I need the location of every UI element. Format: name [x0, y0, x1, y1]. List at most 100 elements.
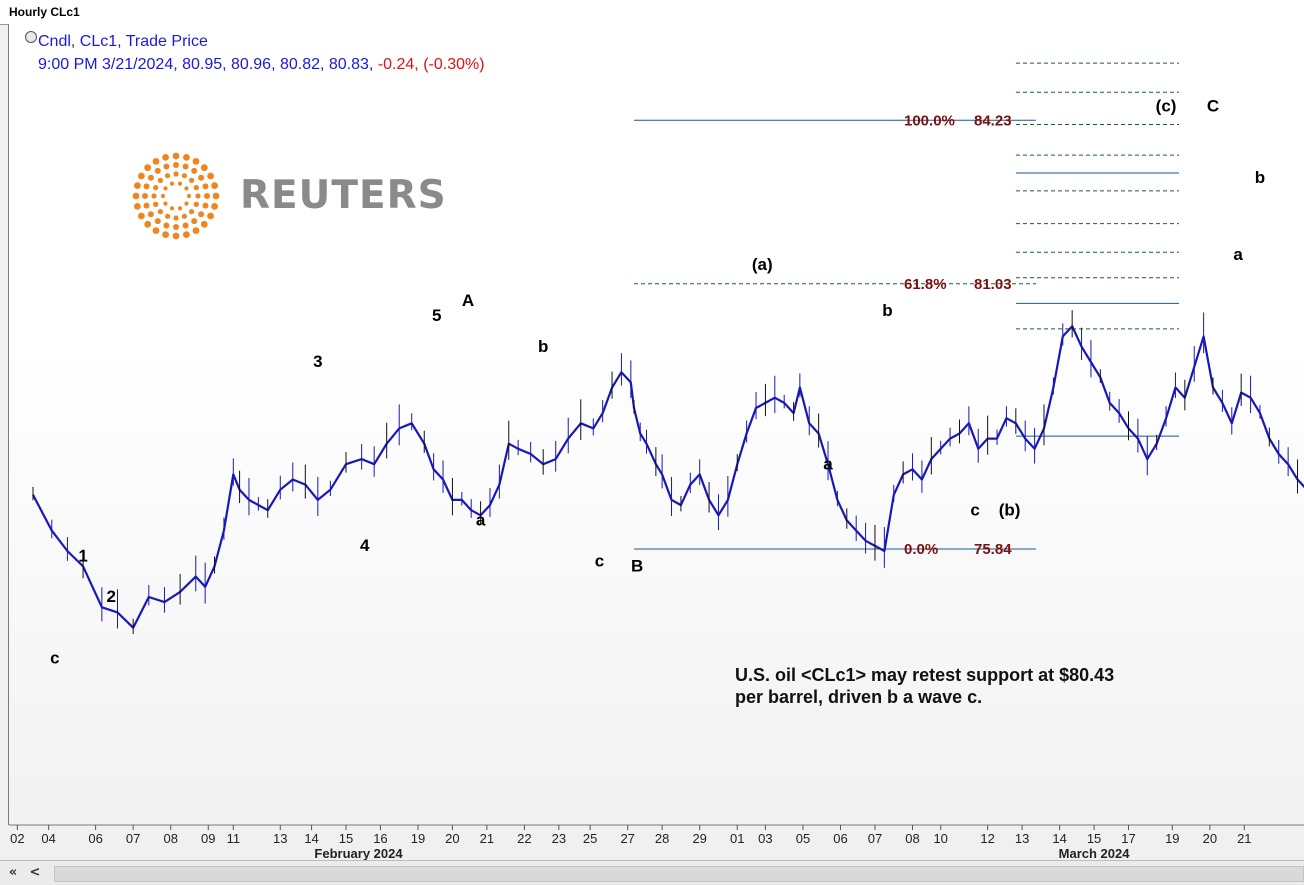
- x-tick-label: 03: [758, 831, 772, 846]
- logo-dot: [143, 202, 150, 209]
- x-axis-band: [9, 825, 1304, 861]
- logo-dot: [198, 211, 205, 218]
- wave-label: 5: [432, 306, 441, 325]
- logo-dot: [211, 182, 218, 189]
- logo-dot: [134, 203, 141, 210]
- logo-dot: [143, 183, 150, 190]
- logo-dot: [157, 209, 163, 215]
- x-tick-label: 11: [227, 831, 241, 846]
- x-tick-label: 20: [445, 831, 459, 846]
- logo-dot: [163, 222, 170, 229]
- fib-level-value: 84.23: [974, 112, 1012, 129]
- scroll-first-button[interactable]: «: [8, 865, 18, 880]
- reuters-logo-icon: [132, 152, 220, 240]
- x-tick-label: 23: [552, 831, 566, 846]
- chart-annotation: U.S. oil <CLc1> may retest support at $8…: [735, 665, 1115, 707]
- x-tick-label: 07: [868, 831, 882, 846]
- logo-dot: [144, 164, 152, 172]
- fib-level-label: 61.8%: [904, 276, 947, 293]
- x-tick-label: 05: [796, 831, 810, 846]
- wave-label: b: [882, 301, 892, 320]
- logo-dot: [181, 173, 187, 179]
- logo-dot: [154, 167, 161, 174]
- logo-dot: [207, 212, 214, 220]
- logo-dot: [202, 183, 209, 190]
- logo-dot: [182, 222, 189, 229]
- logo-dot: [138, 212, 145, 220]
- x-tick-label: 09: [201, 831, 215, 846]
- wave-label: c: [970, 500, 979, 519]
- logo-dot: [147, 174, 154, 181]
- wave-label: B: [631, 556, 643, 575]
- fib-level-label: 100.0%: [904, 112, 955, 129]
- x-tick-label: 21: [1237, 831, 1251, 846]
- legend-quote: 9:00 PM 3/21/2024, 80.95, 80.96, 80.82, …: [38, 56, 485, 74]
- logo-dot: [173, 224, 179, 230]
- wave-label: (a): [752, 255, 773, 274]
- logo-dot: [163, 186, 168, 191]
- x-tick-label: 29: [692, 831, 706, 846]
- wave-label: C: [1207, 97, 1219, 116]
- logo-dot: [192, 158, 200, 165]
- wave-label: 1: [78, 546, 87, 565]
- x-tick-label: 22: [517, 831, 531, 846]
- logo-dot: [198, 174, 205, 181]
- logo-dot: [144, 220, 152, 228]
- x-tick-label: 15: [1087, 831, 1101, 846]
- logo-dot: [132, 192, 140, 200]
- x-tick-label: 27: [620, 831, 634, 846]
- wave-label: (c): [1156, 97, 1177, 116]
- logo-dot: [177, 206, 183, 211]
- x-tick-label: 17: [1121, 831, 1135, 846]
- legend-toggle-icon[interactable]: [25, 31, 37, 43]
- logo-dot: [182, 163, 189, 170]
- logo-dot: [165, 173, 171, 179]
- logo-dot: [172, 232, 180, 240]
- logo-dot: [173, 162, 179, 168]
- wave-label: b: [1255, 168, 1265, 187]
- price-series-line: [32, 325, 1304, 629]
- logo-dot: [154, 218, 161, 225]
- x-tick-label: 06: [88, 831, 102, 846]
- logo-dot: [162, 154, 169, 161]
- legend-series-name: Cndl, CLc1, Trade Price: [38, 33, 208, 50]
- logo-dot: [189, 209, 195, 215]
- x-tick-label: 12: [980, 831, 994, 846]
- logo-dot: [153, 185, 159, 191]
- x-tick-label: 06: [833, 831, 847, 846]
- logo-dot: [160, 193, 166, 199]
- logo-dot: [204, 193, 210, 199]
- logo-dot: [142, 193, 148, 199]
- x-tick-label: 08: [905, 831, 919, 846]
- logo-dot: [162, 231, 169, 238]
- x-tick-label: 02: [10, 831, 24, 846]
- reuters-logo-text: REUTERS: [240, 173, 447, 218]
- wave-label: c: [50, 648, 59, 667]
- wave-label: a: [1233, 245, 1243, 264]
- horizontal-scrollbar[interactable]: « <: [0, 860, 1304, 885]
- logo-dot: [183, 154, 190, 161]
- legend-change-value: -0.24, (-0.30%): [377, 56, 485, 73]
- logo-dot: [200, 220, 208, 228]
- logo-dot: [211, 203, 218, 210]
- logo-dot: [152, 227, 160, 234]
- window-title: Hourly CLc1: [9, 5, 80, 19]
- logo-dot: [207, 172, 214, 180]
- wave-label: b: [538, 337, 548, 356]
- logo-dot: [134, 182, 141, 189]
- logo-dot: [200, 164, 208, 172]
- scroll-track[interactable]: [54, 866, 1304, 882]
- logo-dot: [177, 181, 183, 186]
- logo-dot: [163, 163, 170, 170]
- fib-level-value: 81.03: [974, 276, 1012, 293]
- scroll-prev-button[interactable]: <: [29, 865, 41, 880]
- x-tick-label: 25: [583, 831, 597, 846]
- x-tick-label: 16: [373, 831, 387, 846]
- legend-quote-values: 9:00 PM 3/21/2024, 80.95, 80.96, 80.82, …: [38, 56, 378, 73]
- logo-dot: [172, 152, 180, 160]
- logo-dot: [193, 201, 199, 207]
- logo-dot: [151, 193, 157, 199]
- x-month-label: March 2024: [1059, 846, 1131, 861]
